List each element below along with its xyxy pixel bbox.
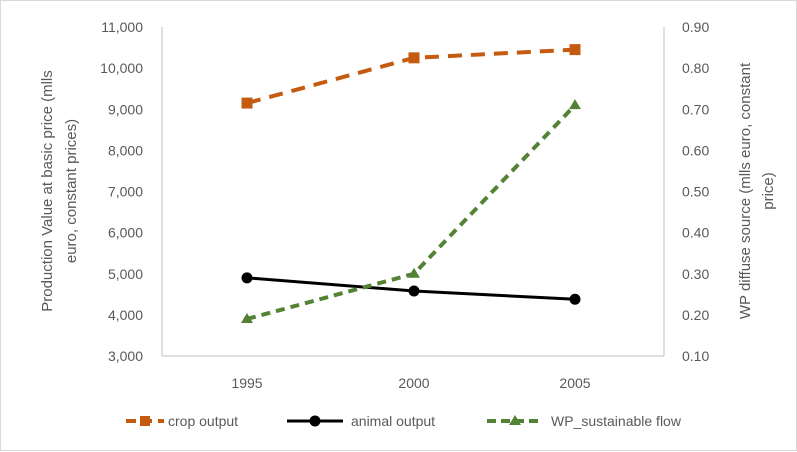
- right-tick-label: 0.50: [682, 184, 709, 200]
- x-tick-label: 1995: [231, 375, 262, 391]
- right-tick-label: 0.60: [682, 142, 709, 158]
- legend-label-animal-output: animal output: [351, 413, 435, 429]
- series-crop-output: [241, 44, 581, 109]
- legend: crop output animal output WP_sustainable…: [126, 413, 682, 429]
- left-tick-label: 3,000: [108, 348, 143, 364]
- data-point-animal-output: [241, 272, 253, 284]
- legend-label-crop-output: crop output: [168, 413, 238, 429]
- legend-label-wp-sustainable-flow: WP_sustainable flow: [551, 413, 682, 429]
- right-axis-ticks: 0.10 0.20 0.30 0.40 0.50 0.60 0.70 0.80 0.90: [682, 19, 709, 364]
- data-point-wp-sustainable-flow: [241, 312, 253, 323]
- right-tick-label: 0.20: [682, 307, 709, 323]
- left-tick-label: 7,000: [108, 184, 143, 200]
- x-tick-label: 2005: [559, 375, 590, 391]
- data-point-crop-output: [408, 52, 420, 64]
- right-tick-label: 0.10: [682, 348, 709, 364]
- right-tick-label: 0.70: [682, 101, 709, 117]
- data-point-animal-output: [408, 285, 420, 297]
- right-axis-title-line-1: WP diffuse source (mlls euro, constant: [737, 62, 754, 319]
- x-tick-label: 2000: [398, 375, 429, 391]
- left-tick-label: 4,000: [108, 307, 143, 323]
- left-tick-label: 5,000: [108, 266, 143, 282]
- legend-item-animal-output: animal output: [287, 413, 435, 429]
- right-axis-title-line-2: price): [760, 172, 777, 210]
- left-axis-title-line-2: euro, constant prices): [63, 119, 80, 263]
- data-point-wp-sustainable-flow: [408, 267, 420, 278]
- data-point-animal-output: [569, 293, 581, 305]
- right-tick-label: 0.30: [682, 266, 709, 282]
- legend-item-crop-output: crop output: [126, 413, 238, 429]
- left-axis-title-line-1: Production Value at basic price (mlls: [39, 70, 56, 312]
- legend-marker-wp-sustainable-flow: [509, 415, 521, 425]
- left-tick-label: 8,000: [108, 142, 143, 158]
- data-point-crop-output: [569, 44, 581, 56]
- data-point-crop-output: [241, 97, 253, 109]
- right-tick-label: 0.80: [682, 60, 709, 76]
- left-tick-label: 6,000: [108, 225, 143, 241]
- right-tick-label: 0.40: [682, 225, 709, 241]
- data-point-wp-sustainable-flow: [569, 99, 581, 110]
- legend-item-wp-sustainable-flow: WP_sustainable flow: [487, 413, 682, 429]
- right-tick-label: 0.90: [682, 19, 709, 35]
- series-animal-output: [241, 272, 581, 305]
- legend-marker-crop-output: [140, 416, 150, 426]
- series-layer: [241, 44, 581, 323]
- left-axis-ticks: 3,000 4,000 5,000 6,000 7,000 8,000 9,000 10,00…: [100, 19, 143, 364]
- series-wp-sustainable-flow: [241, 99, 581, 323]
- left-tick-label: 10,000: [100, 60, 143, 76]
- left-tick-label: 11,000: [101, 19, 143, 35]
- axes: [161, 27, 665, 357]
- x-axis-ticks: 1995 2000 2005: [231, 375, 590, 391]
- left-tick-label: 9,000: [108, 101, 143, 117]
- legend-marker-animal-output: [309, 415, 321, 427]
